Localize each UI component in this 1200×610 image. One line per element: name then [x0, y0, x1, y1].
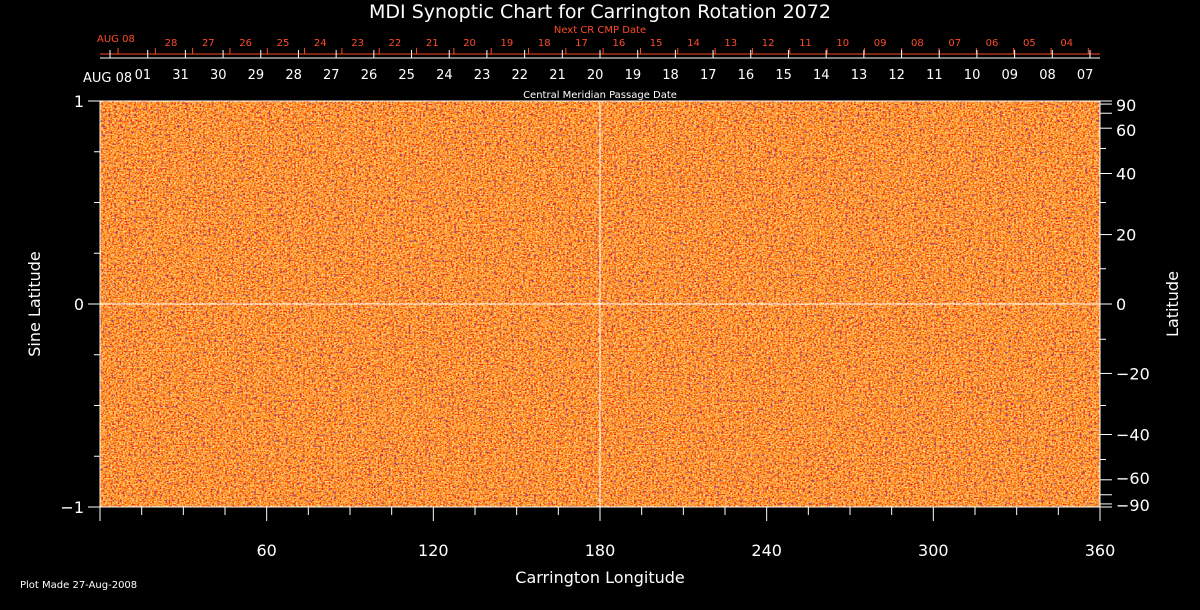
bottom-axis: 60 120 180 240 300 360 — [99, 507, 1116, 560]
next-cr-date-label: 14 — [687, 38, 700, 49]
lat-tick-label: 0 — [1116, 295, 1126, 314]
top-date-label: 20 — [587, 68, 604, 83]
next-cr-date-label: 20 — [463, 38, 476, 49]
next-cr-date-label: 25 — [277, 38, 290, 49]
top-date-label: 09 — [1001, 68, 1018, 83]
top-date-label: 29 — [248, 68, 265, 83]
next-cr-label: Next CR CMP Date — [554, 25, 646, 36]
lat-tick-label: −20 — [1116, 364, 1150, 383]
next-cr-date-label: 10 — [836, 38, 849, 49]
x-tick-label-60: 60 — [256, 541, 276, 560]
top-date-label: 15 — [775, 68, 792, 83]
next-cr-date-label: 24 — [314, 38, 327, 49]
next-cr-date-label: 28 — [165, 38, 178, 49]
next-cr-date-label: 22 — [389, 38, 402, 49]
top-date-label: 24 — [436, 68, 453, 83]
top-date-label: 19 — [625, 68, 642, 83]
top-date-label: 18 — [662, 68, 679, 83]
y-tick-label-left: −1 — [60, 498, 84, 517]
top-date-label: 26 — [361, 68, 378, 83]
top-date-ticks: 01 31 30 29 28 27 26 25 24 23 22 21 20 19 18 17 16 15 14 13… — [109, 50, 1094, 83]
next-cr-date-label: 06 — [986, 38, 999, 49]
next-cr-start: AUG 08 — [97, 34, 135, 45]
top-date-label: 14 — [813, 68, 830, 83]
x-tick-label-300: 300 — [918, 541, 949, 560]
top-date-label: 17 — [700, 68, 717, 83]
top-date-label: 22 — [511, 68, 528, 83]
y-axis-label-left: Sine Latitude — [25, 251, 44, 357]
top-date-label: 21 — [549, 68, 566, 83]
lat-tick-label: 40 — [1116, 165, 1136, 184]
next-cr-date-label: 13 — [724, 38, 737, 49]
next-cr-date-label: 27 — [202, 38, 215, 49]
top-date-label: 13 — [851, 68, 868, 83]
x-axis-label: Carrington Longitude — [515, 568, 684, 587]
x-tick-label-240: 240 — [751, 541, 782, 560]
top-date-label: 08 — [1039, 68, 1056, 83]
right-axis: 90 60 40 20 0 −20 −40 −60 −90 — [1100, 96, 1150, 515]
plot-made-footnote: Plot Made 27-Aug-2008 — [20, 580, 138, 591]
next-cr-date-label: 08 — [911, 38, 924, 49]
top-axis-label: Central Meridian Passage Date — [523, 90, 677, 101]
next-cr-date-label: 07 — [948, 38, 961, 49]
next-cr-date-label: 18 — [538, 38, 551, 49]
y-tick-label-left: 1 — [74, 92, 84, 111]
next-cr-date-label: 09 — [874, 38, 887, 49]
next-cr-date-label: 23 — [351, 38, 364, 49]
top-date-label: 31 — [172, 68, 189, 83]
top-date-label: 16 — [738, 68, 755, 83]
next-cr-date-label: 15 — [650, 38, 663, 49]
x-tick-label-180: 180 — [585, 541, 616, 560]
lat-tick-label: 90 — [1116, 96, 1136, 115]
top-date-label: 07 — [1077, 68, 1094, 83]
chart-title: MDI Synoptic Chart for Carrington Rotati… — [369, 1, 831, 23]
next-cr-ticks: 28 27 26 25 24 23 22 21 20 19 18 17 16 15 14 13 12 11 10 09… — [117, 38, 1089, 54]
next-cr-date-label: 12 — [762, 38, 775, 49]
lat-tick-label: −60 — [1116, 469, 1150, 488]
top-date-label: 10 — [964, 68, 981, 83]
next-cr-date-label: 16 — [612, 38, 625, 49]
y-tick-label-left: 0 — [74, 295, 84, 314]
next-cr-date-label: 26 — [239, 38, 252, 49]
left-axis: 1 0 −1 — [60, 92, 100, 517]
top-date-label: 28 — [285, 68, 302, 83]
top-date-label: 30 — [210, 68, 227, 83]
lat-tick-label: −40 — [1116, 425, 1150, 444]
next-cr-date-label: 21 — [426, 38, 439, 49]
next-cr-date-label: 17 — [575, 38, 588, 49]
x-tick-label-360: 360 — [1085, 541, 1116, 560]
lat-tick-label: 60 — [1116, 121, 1136, 140]
top-axis-start: AUG 08 — [83, 71, 132, 86]
y-axis-label-right: Latitude — [1163, 271, 1182, 337]
lat-tick-label: −90 — [1116, 496, 1150, 515]
top-date-label: 25 — [398, 68, 415, 83]
next-cr-date-label: 11 — [799, 38, 812, 49]
next-cr-date-label: 19 — [501, 38, 514, 49]
top-date-label: 01 — [135, 68, 152, 83]
lat-tick-label: 20 — [1116, 226, 1136, 245]
top-date-label: 12 — [888, 68, 905, 83]
top-date-label: 11 — [926, 68, 943, 83]
x-tick-label-120: 120 — [418, 541, 449, 560]
top-date-label: 23 — [474, 68, 491, 83]
next-cr-date-label: 04 — [1060, 38, 1073, 49]
next-cr-date-label: 05 — [1023, 38, 1036, 49]
top-date-label: 27 — [323, 68, 340, 83]
